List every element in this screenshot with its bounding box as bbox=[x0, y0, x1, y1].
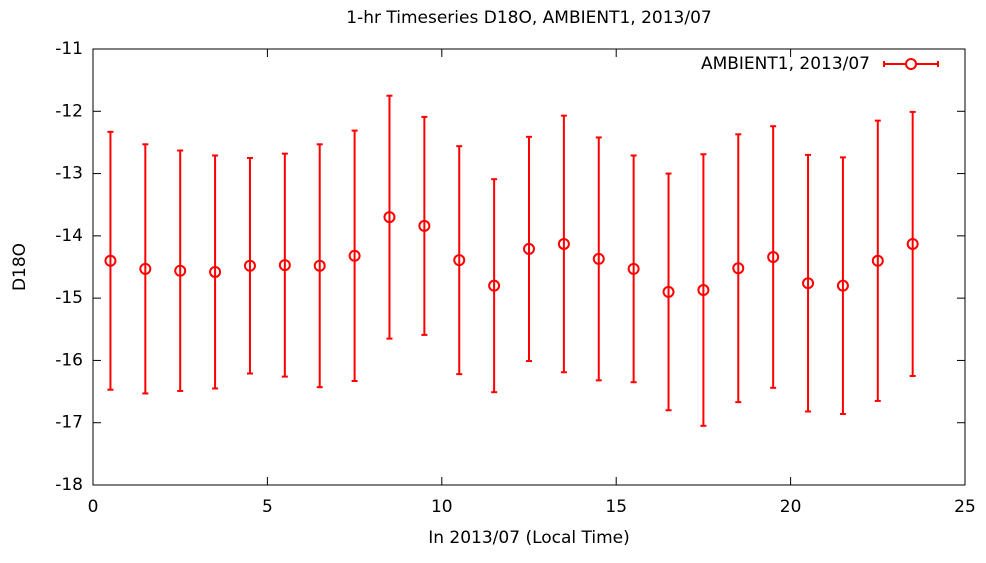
data-point bbox=[313, 259, 326, 272]
chart-title: 1-hr Timeseries D18O, AMBIENT1, 2013/07 bbox=[346, 8, 711, 28]
legend-swatch bbox=[905, 58, 917, 70]
data-point bbox=[453, 254, 466, 267]
y-tick-label: -13 bbox=[55, 164, 83, 184]
data-point bbox=[104, 254, 117, 267]
x-tick-label: 10 bbox=[431, 497, 453, 517]
data-point bbox=[243, 259, 256, 272]
data-point bbox=[592, 252, 605, 265]
data-point bbox=[139, 262, 152, 275]
data-point bbox=[662, 285, 675, 298]
data-point bbox=[383, 211, 396, 224]
data-point bbox=[627, 262, 640, 275]
data-point bbox=[732, 262, 745, 275]
data-point bbox=[767, 251, 780, 264]
data-point bbox=[209, 265, 222, 278]
data-point bbox=[836, 279, 849, 292]
x-tick-label: 0 bbox=[88, 497, 99, 517]
x-tick-label: 20 bbox=[780, 497, 802, 517]
x-tick-label: 15 bbox=[605, 497, 627, 517]
data-point bbox=[871, 254, 884, 267]
data-point bbox=[488, 279, 501, 292]
data-point bbox=[278, 259, 291, 272]
y-tick-label: -11 bbox=[55, 39, 83, 59]
x-tick-label: 25 bbox=[954, 497, 976, 517]
data-point bbox=[906, 237, 919, 250]
y-axis-label: D18O bbox=[10, 243, 30, 291]
data-point bbox=[418, 219, 431, 232]
y-tick-label: -14 bbox=[55, 226, 83, 246]
y-tick-label: -12 bbox=[55, 101, 83, 121]
plot-frame bbox=[92, 48, 966, 486]
data-point bbox=[348, 249, 361, 262]
x-axis-label: In 2013/07 (Local Time) bbox=[428, 528, 630, 548]
legend-label: AMBIENT1, 2013/07 bbox=[701, 54, 870, 74]
data-point bbox=[174, 264, 187, 277]
y-tick-label: -16 bbox=[55, 350, 83, 370]
data-point bbox=[802, 277, 815, 290]
x-tick-label: 5 bbox=[262, 497, 273, 517]
data-point bbox=[697, 284, 710, 297]
y-tick-label: -18 bbox=[55, 475, 83, 495]
data-point bbox=[557, 237, 570, 250]
data-point bbox=[523, 242, 535, 255]
y-tick-label: -17 bbox=[55, 413, 83, 433]
y-tick-label: -15 bbox=[55, 288, 83, 308]
